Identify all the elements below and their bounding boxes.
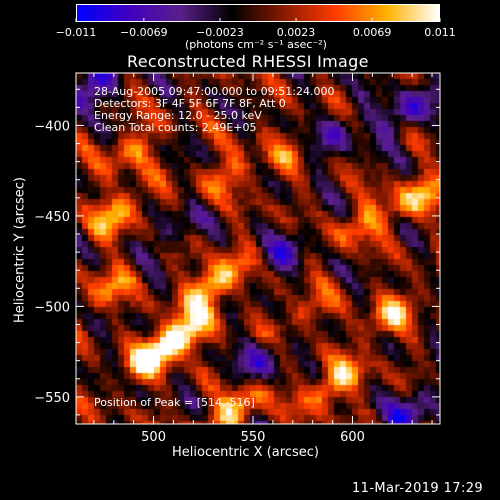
plot-area — [76, 73, 440, 424]
x-tick-label: 500 — [141, 430, 166, 445]
annotation-clean-counts: Clean Total counts: 2.49E+05 — [94, 121, 257, 134]
peak-position-label: Position of Peak = [514,-516] — [94, 396, 255, 409]
colorbar-tick-label: −0.011 — [56, 26, 97, 39]
colorbar-tick-label: −0.0069 — [120, 26, 168, 39]
plot-frame — [75, 72, 441, 425]
y-tick-label: −550 — [34, 391, 70, 406]
heatmap-image — [76, 73, 440, 424]
annotation-time-range: 28-Aug-2005 09:47:00.000 to 09:51:24.000 — [94, 85, 335, 98]
colorbar-tick-label: 0.0069 — [353, 26, 392, 39]
x-tick-label: 600 — [340, 430, 365, 445]
x-axis-label: Heliocentric X (arcsec) — [172, 445, 319, 460]
y-tick-label: −500 — [34, 300, 70, 315]
y-tick-label: −450 — [34, 210, 70, 225]
colorbar — [76, 4, 440, 22]
annotation-detectors: Detectors: 3F 4F 5F 6F 7F 8F, Att 0 — [94, 97, 286, 110]
y-axis-label: Heliocentric Y (arcsec) — [12, 177, 28, 323]
annotation-energy-range: Energy Range: 12.0 - 25.0 keV — [94, 109, 262, 122]
colorbar-ticks: −0.011 −0.0069 −0.0023 0.0023 0.0069 0.011 — [56, 18, 456, 39]
colorbar-tick-label: 0.011 — [424, 26, 456, 39]
annotation-block: 28-Aug-2005 09:47:00.000 to 09:51:24.000… — [94, 86, 335, 134]
colorbar-tick-label: −0.0023 — [196, 26, 244, 39]
colorbar-tick-label: 0.0023 — [277, 26, 316, 39]
y-tick-label: −400 — [34, 119, 70, 134]
x-tick-label: 550 — [241, 430, 266, 445]
colorbar-unit-label: (photons cm⁻² s⁻¹ asec⁻²) — [185, 38, 327, 51]
footer-timestamp: 11-Mar-2019 17:29 — [352, 481, 484, 496]
chart-title: Reconstructed RHESSI Image — [127, 52, 369, 71]
